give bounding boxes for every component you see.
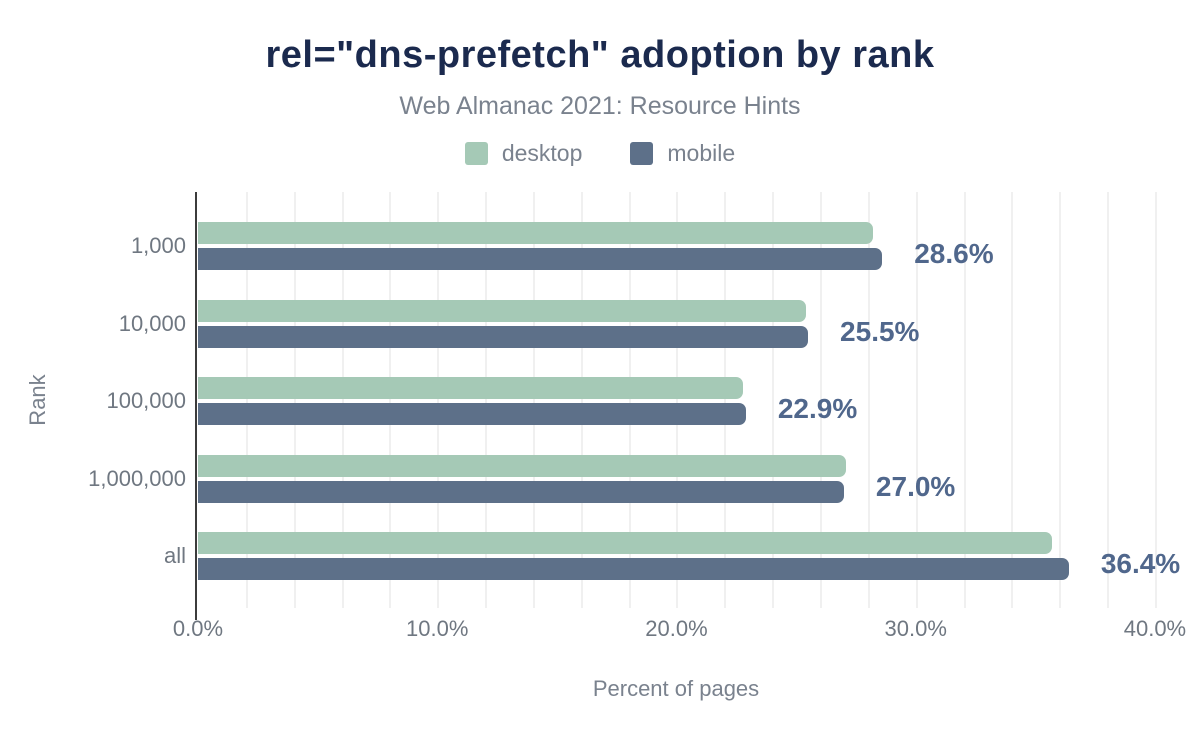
bar-mobile-all <box>198 558 1069 580</box>
gridline <box>341 192 344 608</box>
bar-value-label-all: 36.4% <box>1100 548 1181 579</box>
bar-desktop-100000 <box>198 377 744 399</box>
bar-value-label-100000: 22.9% <box>777 393 858 424</box>
x-tick-label-00: 0.0% <box>172 616 224 641</box>
gridline <box>245 192 248 608</box>
plot-area: 1,000 28.6% 10,000 25.5% 100,000 22.9% 1,000,0… <box>88 192 1198 641</box>
y-tick-label-1000: 1,000 <box>130 233 186 258</box>
gridline <box>1154 192 1157 608</box>
bar-desktop-1000 <box>198 222 873 244</box>
bar-value-label-1000000: 27.0% <box>875 470 956 502</box>
y-tick-label-10000: 10,000 <box>118 310 186 336</box>
gridline <box>867 192 870 608</box>
legend-swatch-mobile-icon <box>630 142 654 165</box>
gridline <box>1107 192 1110 608</box>
y-tick-label-100000: 100,000 <box>106 388 186 413</box>
bar-mobile-1000 <box>198 248 883 270</box>
bar-mobile-100000 <box>198 403 746 425</box>
bar-value-label-10000: 25.5% <box>840 315 920 347</box>
legend-label-desktop: desktop <box>501 140 583 166</box>
x-tick-label-400: 40.0% <box>1123 616 1187 641</box>
x-tick-label-200: 20.0% <box>645 616 708 641</box>
gridline <box>963 192 966 608</box>
legend-item-desktop: desktop <box>464 140 583 167</box>
gridline <box>437 192 440 608</box>
gridline <box>724 192 727 608</box>
gridline <box>676 192 679 608</box>
chart-subtitle: Web Almanac 2021: Resource Hints <box>399 92 801 120</box>
x-tick-label-300: 30.0% <box>884 616 947 641</box>
gridline <box>389 192 392 608</box>
x-axis-title: Percent of pages <box>592 676 760 701</box>
gridline <box>1059 192 1062 608</box>
gridline <box>293 192 296 608</box>
legend-item-mobile: mobile <box>630 140 735 167</box>
bar-desktop-10000 <box>198 299 806 322</box>
bar-desktop-1000000 <box>198 454 847 477</box>
gridline <box>580 192 583 608</box>
bar-mobile-1000000 <box>198 480 844 503</box>
legend-label-mobile: mobile <box>667 140 736 166</box>
gridline <box>485 192 488 608</box>
x-tick-label-100: 10.0% <box>406 616 469 641</box>
gridline <box>1011 192 1014 608</box>
y-tick-label-all: all <box>163 543 186 568</box>
y-axis-title: Rank <box>25 374 50 426</box>
gridline <box>532 192 535 608</box>
y-tick-label-1000000: 1,000,000 <box>88 465 186 491</box>
legend: desktop mobile <box>0 140 1200 167</box>
y-axis-line <box>195 192 197 620</box>
bar-value-label-1000: 28.6% <box>914 238 994 269</box>
gridline <box>820 192 822 608</box>
bar-desktop-all <box>198 532 1053 554</box>
gridline <box>628 192 631 608</box>
gridline <box>915 192 918 608</box>
gridline <box>772 192 775 608</box>
legend-swatch-desktop-icon <box>464 142 488 165</box>
bar-mobile-10000 <box>198 325 809 348</box>
chart-title: rel="dns-prefetch" adoption by rank <box>265 34 935 76</box>
